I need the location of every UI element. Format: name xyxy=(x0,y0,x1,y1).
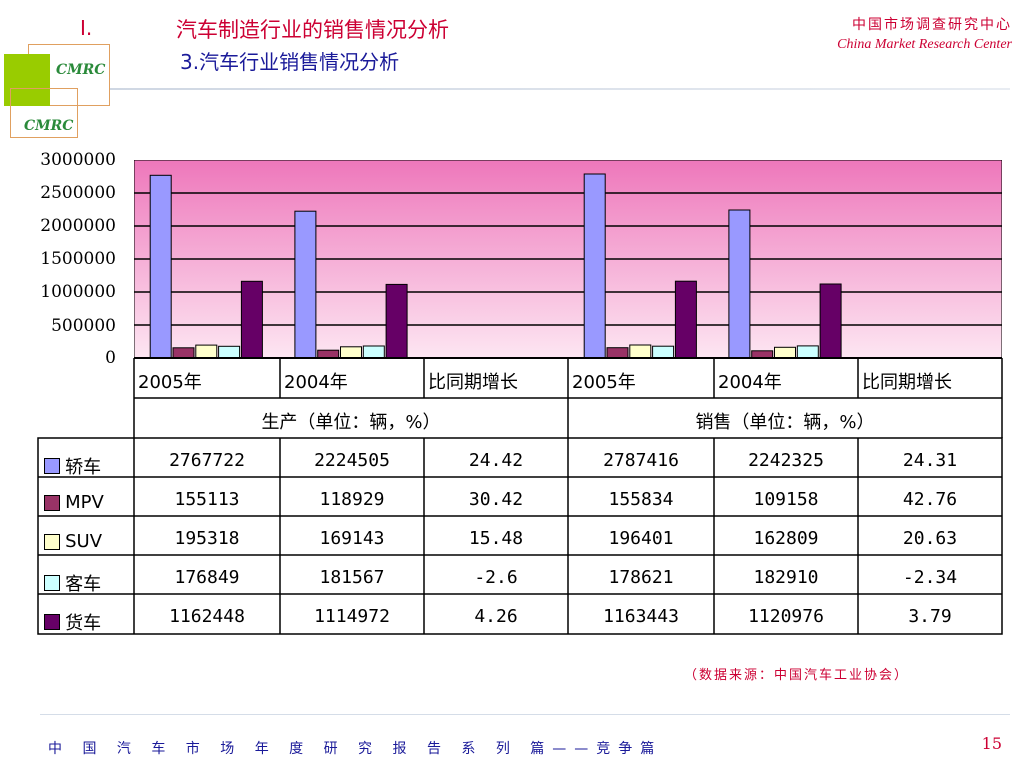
table-cell: 30.42 xyxy=(468,489,524,510)
bar-SUV-4 xyxy=(774,346,796,359)
legend-swatch xyxy=(44,533,60,550)
bar-轿车-4 xyxy=(728,209,751,359)
org-name-cn: 中国市场调查研究中心 xyxy=(852,17,1012,33)
table-cell: 109158 xyxy=(753,489,819,510)
legend-swatch xyxy=(44,458,60,474)
table-cell: 20.63 xyxy=(902,528,958,549)
table-cell: 178621 xyxy=(608,567,674,588)
table-cell: 1163443 xyxy=(603,606,679,627)
table-cell: 2242325 xyxy=(748,450,824,471)
legend-label: MPV xyxy=(65,492,104,513)
bar-MPV-3 xyxy=(606,347,629,359)
y-tick-label: 2000000 xyxy=(40,216,116,236)
legend-row: 客车 xyxy=(44,570,101,596)
logo-frame-bottom xyxy=(10,88,78,138)
legend-label: SUV xyxy=(65,531,103,552)
bar-MPV-4 xyxy=(751,350,774,359)
category-label: 比同期增长 xyxy=(428,372,518,393)
table-cell: 181567 xyxy=(319,567,385,588)
y-tick-label: 500000 xyxy=(51,316,116,336)
source-note: （数据来源：中国汽车工业协会） xyxy=(684,668,910,683)
page-title: 汽车制造行业的销售情况分析 xyxy=(176,18,449,42)
legend-swatch xyxy=(44,614,60,630)
table-cell: 155113 xyxy=(174,489,240,510)
table-cell: 1162448 xyxy=(169,606,245,627)
logo-text-bottom: CMRC xyxy=(24,118,74,134)
group-label-sales: 销售（单位：辆，%） xyxy=(695,412,875,433)
bar-SUV-1 xyxy=(340,346,362,359)
bar-轿车-3 xyxy=(583,173,606,359)
table-cell: 155834 xyxy=(608,489,674,510)
y-tick-label: 1500000 xyxy=(40,249,116,269)
bar-客车-1 xyxy=(362,345,385,359)
table-cell: 118929 xyxy=(319,489,385,510)
table-cell: 24.42 xyxy=(468,450,524,471)
bar-货车-0 xyxy=(240,280,263,359)
y-tick-label: 2500000 xyxy=(40,183,116,203)
header-divider xyxy=(110,88,1010,90)
table-cell: 2224505 xyxy=(314,450,390,471)
legend-swatch xyxy=(44,494,60,511)
bar-MPV-0 xyxy=(172,347,195,359)
table-cell: 162809 xyxy=(753,528,819,549)
legend-row: 轿车 xyxy=(44,453,101,479)
bar-chart-plot xyxy=(134,160,1002,359)
table-cell: 196401 xyxy=(608,528,674,549)
table-cell: -2.6 xyxy=(474,567,518,588)
table-cell: 24.31 xyxy=(902,450,958,471)
bar-轿车-0 xyxy=(149,174,172,359)
legend-row: MPV xyxy=(44,492,104,513)
y-tick-label: 3000000 xyxy=(40,150,116,170)
category-label: 2005年 xyxy=(138,372,202,393)
logo-green-square xyxy=(4,54,50,106)
legend-label: 货车 xyxy=(65,613,102,634)
page-number: 15 xyxy=(981,734,1002,753)
footer-divider xyxy=(40,714,1010,715)
section-number: I. xyxy=(80,16,93,40)
group-label-production: 生产（单位：辆，%） xyxy=(261,412,441,433)
page-subtitle: 3.汽车行业销售情况分析 xyxy=(180,50,400,74)
table-cell: 182910 xyxy=(753,567,819,588)
bar-SUV-0 xyxy=(195,344,218,359)
table-cell: 1114972 xyxy=(314,606,390,627)
org-name-en: China Market Research Center xyxy=(837,37,1012,52)
logo-text-top: CMRC xyxy=(56,62,106,78)
bar-货车-4 xyxy=(819,283,842,359)
bar-货车-3 xyxy=(674,280,697,359)
y-tick-label: 1000000 xyxy=(40,282,116,302)
legend-row: SUV xyxy=(44,531,102,552)
category-label: 2005年 xyxy=(572,372,636,393)
table-cell: 42.76 xyxy=(902,489,958,510)
bar-MPV-1 xyxy=(317,349,340,359)
bar-客车-3 xyxy=(652,345,675,359)
bar-SUV-3 xyxy=(629,344,652,359)
footer-series-title: 中 国 汽 车 市 场 年 度 研 究 报 告 系 列 篇——竞争篇 xyxy=(48,741,663,757)
table-cell: 2787416 xyxy=(603,450,679,471)
table-cell: 1120976 xyxy=(748,606,824,627)
table-cell: 4.26 xyxy=(474,606,518,627)
table-cell: 2767722 xyxy=(169,450,245,471)
legend-label: 轿车 xyxy=(65,457,102,478)
bar-货车-1 xyxy=(385,283,408,359)
bar-客车-4 xyxy=(796,345,819,359)
data-table-grid xyxy=(37,358,1003,635)
bar-轿车-1 xyxy=(294,210,317,359)
table-cell: 15.48 xyxy=(468,528,524,549)
category-label: 2004年 xyxy=(284,372,348,393)
table-cell: -2.34 xyxy=(902,567,958,588)
table-cell: 195318 xyxy=(174,528,240,549)
bar-客车-0 xyxy=(218,345,241,359)
category-label: 2004年 xyxy=(718,372,782,393)
table-cell: 169143 xyxy=(319,528,385,549)
gridlines xyxy=(134,192,1002,326)
table-cell: 3.79 xyxy=(908,606,952,627)
legend-row: 货车 xyxy=(44,609,101,635)
y-tick-label: 0 xyxy=(105,348,116,368)
table-cell: 176849 xyxy=(174,567,240,588)
legend-label: 客车 xyxy=(65,574,102,595)
legend-swatch xyxy=(44,575,60,591)
category-label: 比同期增长 xyxy=(862,372,952,393)
